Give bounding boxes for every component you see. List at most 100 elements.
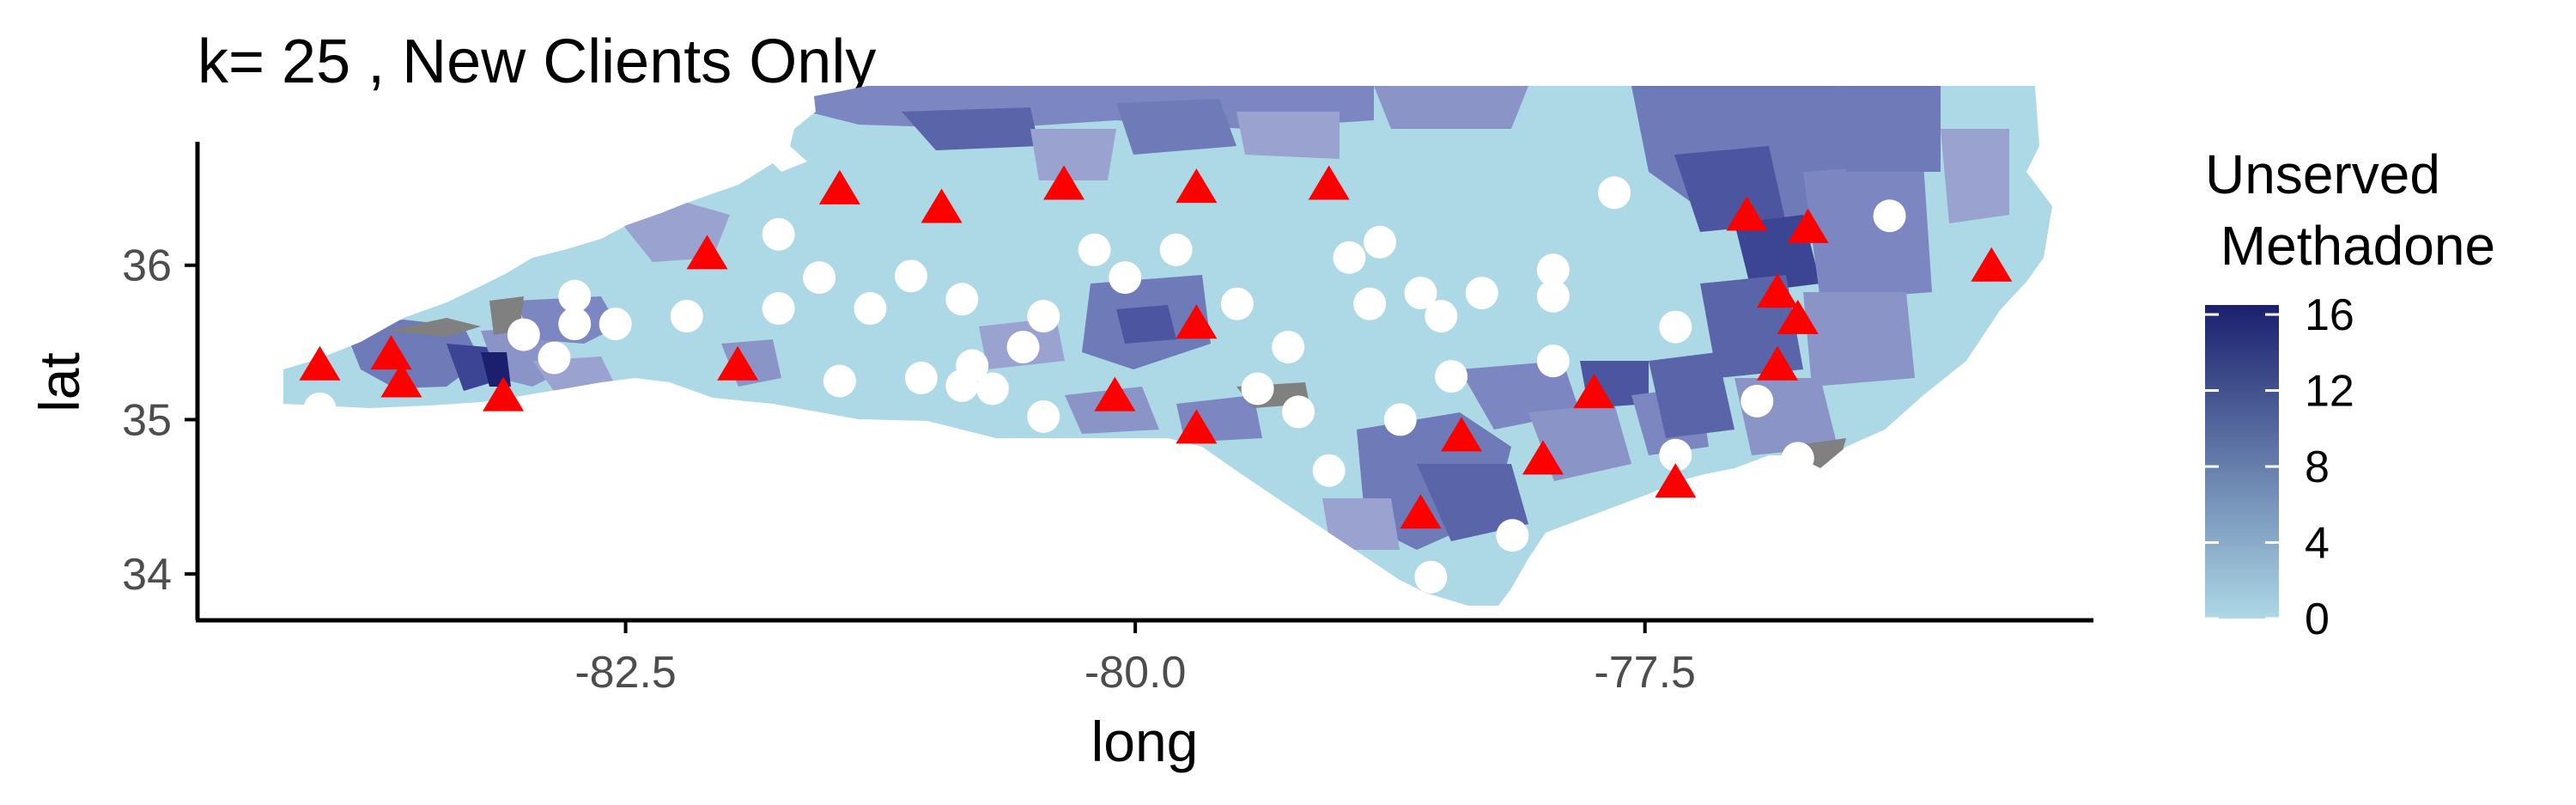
legend: Unserved Methadone 0 4 8 12 16 bbox=[2205, 143, 2495, 644]
facility-triangle bbox=[686, 235, 728, 270]
facility-markers bbox=[299, 165, 2013, 529]
legend-tick-label: 8 bbox=[2305, 442, 2330, 492]
y-tick-label: 34 bbox=[122, 550, 172, 600]
client-circle bbox=[945, 283, 979, 316]
region-north-3 bbox=[1116, 99, 1236, 155]
legend-tick-label: 0 bbox=[2305, 595, 2330, 644]
client-circle bbox=[1159, 233, 1193, 266]
x-ticks: -82.5 -80.0 -77.5 bbox=[574, 620, 1696, 698]
client-circle bbox=[670, 300, 703, 333]
client-circle bbox=[1873, 199, 1906, 233]
facility-triangle bbox=[483, 376, 525, 412]
client-circle bbox=[598, 308, 632, 341]
facility-triangle bbox=[1787, 208, 1829, 243]
client-circle bbox=[1435, 360, 1468, 393]
client-circle bbox=[1383, 403, 1417, 436]
legend-tick-label: 4 bbox=[2305, 519, 2330, 569]
client-circle bbox=[1353, 287, 1387, 320]
client-circle bbox=[803, 261, 836, 295]
x-tick-label: -77.5 bbox=[1594, 648, 1696, 698]
facility-triangle bbox=[1043, 165, 1085, 200]
client-circle bbox=[854, 292, 887, 326]
facility-triangle bbox=[370, 335, 412, 370]
client-circle bbox=[1312, 454, 1346, 487]
choropleth-regions bbox=[343, 86, 2009, 550]
client-circle bbox=[507, 318, 540, 351]
client-circle bbox=[1781, 442, 1814, 475]
client-circle bbox=[1027, 300, 1060, 333]
region-east-9 bbox=[1649, 352, 1735, 438]
chart-title: k= 25 , New Clients Only bbox=[197, 27, 876, 96]
x-tick-label: -80.0 bbox=[1084, 648, 1187, 698]
client-circle bbox=[1109, 261, 1142, 295]
region-south-2 bbox=[1417, 464, 1528, 541]
client-circle bbox=[303, 392, 337, 425]
facility-triangle bbox=[1400, 494, 1442, 529]
client-circle bbox=[1741, 384, 1774, 418]
facility-triangle bbox=[299, 345, 341, 381]
facility-triangle bbox=[818, 169, 860, 204]
facility-triangle bbox=[920, 188, 963, 223]
client-circle bbox=[1282, 395, 1315, 429]
client-circle bbox=[1364, 225, 1397, 259]
client-circle bbox=[975, 372, 1009, 406]
client-circle bbox=[538, 341, 571, 375]
client-markers bbox=[303, 176, 1906, 594]
facility-triangle bbox=[1757, 345, 1798, 381]
legend-tick-label: 12 bbox=[2305, 367, 2354, 417]
client-circle bbox=[1220, 287, 1254, 320]
facility-triangle bbox=[1757, 273, 1798, 308]
region-mid-2 bbox=[1116, 305, 1176, 344]
client-circle bbox=[1598, 176, 1631, 210]
facility-triangle bbox=[717, 345, 759, 381]
y-tick-label: 36 bbox=[122, 241, 172, 291]
nc-map bbox=[283, 86, 2052, 606]
facility-triangle bbox=[1971, 247, 2013, 282]
facility-triangle bbox=[1176, 409, 1218, 444]
legend-colorbar bbox=[2205, 305, 2279, 619]
facility-triangle bbox=[1176, 304, 1218, 339]
y-axis-label: lat bbox=[27, 352, 91, 412]
client-circle bbox=[762, 217, 795, 251]
y-ticks: 34 35 36 bbox=[122, 241, 197, 600]
client-circle bbox=[1536, 345, 1570, 378]
legend-tick-label: 16 bbox=[2305, 290, 2354, 340]
axes: -82.5 -80.0 -77.5 34 35 36 long lat bbox=[27, 142, 2093, 773]
region-north-4 bbox=[1236, 112, 1340, 159]
client-circle bbox=[894, 259, 927, 293]
client-circle bbox=[904, 361, 938, 394]
client-circle bbox=[1006, 330, 1040, 363]
region-east-5 bbox=[1803, 163, 1932, 301]
region-south-6 bbox=[1322, 498, 1400, 550]
facility-triangle bbox=[1441, 417, 1482, 452]
client-circle bbox=[945, 369, 979, 402]
client-circle bbox=[1333, 241, 1366, 274]
client-circle bbox=[1078, 233, 1111, 266]
legend-title-line2: Methadone bbox=[2205, 215, 2495, 277]
facility-triangle bbox=[1522, 440, 1564, 475]
facility-triangle bbox=[1777, 299, 1819, 334]
region-east-7 bbox=[1838, 86, 1941, 172]
client-circle bbox=[1659, 438, 1692, 472]
client-circle bbox=[558, 279, 592, 313]
client-circle bbox=[1272, 330, 1305, 363]
x-axis-label: long bbox=[1091, 710, 1199, 773]
client-circle bbox=[1465, 277, 1498, 310]
client-circle bbox=[558, 308, 592, 341]
client-circle bbox=[1496, 519, 1529, 552]
facility-triangle bbox=[1094, 376, 1136, 412]
facility-triangle bbox=[1726, 196, 1768, 231]
region-west-na-1 bbox=[386, 318, 481, 337]
client-circle bbox=[1404, 277, 1437, 310]
client-circle bbox=[1414, 560, 1448, 594]
region-north-2 bbox=[902, 107, 1039, 150]
y-tick-label: 35 bbox=[122, 395, 172, 445]
client-circle bbox=[1425, 300, 1458, 333]
client-circle bbox=[1659, 310, 1692, 344]
facility-triangle bbox=[1573, 374, 1615, 409]
region-north-5 bbox=[1374, 86, 1528, 129]
region-east-2 bbox=[1674, 146, 1786, 232]
client-circle bbox=[823, 364, 856, 398]
